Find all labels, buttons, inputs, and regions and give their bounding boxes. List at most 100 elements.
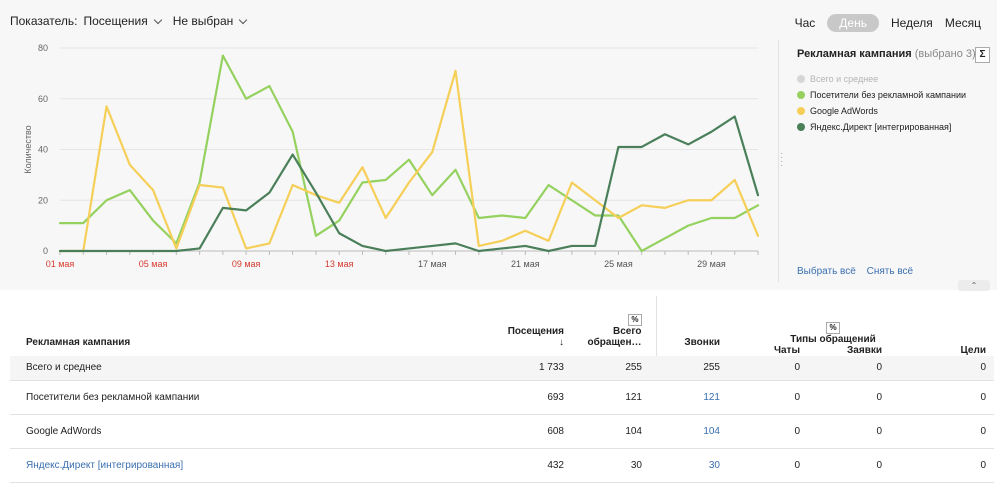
cell-calls-value[interactable]: 104 <box>703 425 720 437</box>
column-goals[interactable]: Цели <box>960 345 987 356</box>
legend-color-dot-icon <box>797 75 805 83</box>
cell-visits-value: 432 <box>547 459 564 471</box>
cell-total: 121 <box>568 380 656 415</box>
cell-forms: 0 <box>876 425 882 437</box>
period-day[interactable]: День <box>827 14 879 32</box>
campaign-table: Рекламная кампания Посещения ↓ % Всего о… <box>10 296 994 483</box>
legend-title-text: Рекламная кампания <box>797 48 912 60</box>
legend-item-label: Посетители без рекламной кампании <box>810 90 967 100</box>
period-month[interactable]: Месяц <box>944 16 981 30</box>
period-hour[interactable]: Час <box>794 16 816 30</box>
cell-forms: 0 <box>876 362 882 374</box>
x-tick-label: 17 мая <box>418 259 447 269</box>
legend-subtitle: (выбрано 3) <box>914 48 976 60</box>
x-tick-label: 29 мая <box>697 259 726 269</box>
x-tick-label: 01 мая <box>46 259 75 269</box>
cell-visits-value: 608 <box>547 425 564 437</box>
percent-toggle[interactable]: % <box>628 314 642 326</box>
cell-visits: 1 733 <box>310 356 568 381</box>
cell-goals: 0 <box>980 425 986 437</box>
types-cell: 0 0 0 <box>722 356 994 381</box>
cell-calls-value[interactable]: 121 <box>703 391 720 403</box>
column-forms[interactable]: Заявки <box>847 345 882 356</box>
cell-total: 104 <box>568 414 656 449</box>
y-tick-label: 20 <box>38 195 48 205</box>
legend-item-label: Яндекс.Директ [интегрированная] <box>810 122 952 132</box>
cell-visits-value: 1 733 <box>538 362 564 374</box>
cell-total-value: 121 <box>625 391 642 403</box>
cell-visits: 432 <box>310 448 568 483</box>
x-tick-label: 21 мая <box>511 259 540 269</box>
legend-title: Рекламная кампания (выбрано 3) <box>797 48 976 60</box>
series-line <box>58 54 760 253</box>
column-total-requests[interactable]: % Всего обращен… <box>568 296 656 356</box>
legend-color-dot-icon <box>797 123 805 131</box>
cell-calls: 121 <box>656 380 722 415</box>
series-line <box>58 115 760 253</box>
chart-panel: Показатель: Посещения Не выбран Час День… <box>10 14 997 291</box>
x-tick-label: 13 мая <box>325 259 354 269</box>
cell-calls: 30 <box>656 448 722 483</box>
cell-name-value[interactable]: Яндекс.Директ [интегрированная] <box>26 459 184 471</box>
line-chart: 0 20 40 60 80 Количество 01 мая 05 мая 09 мая 13 … <box>23 43 760 269</box>
cell-calls-value[interactable]: 30 <box>708 459 720 471</box>
legend-item[interactable]: Яндекс.Директ [интегрированная] <box>797 119 966 135</box>
cell-name: Google AdWords <box>10 414 310 449</box>
column-group-types: % Типы обращений Чаты Заявки Цели <box>722 296 994 356</box>
indicator-label: Показатель: <box>10 14 78 28</box>
table-summary-row: Всего и среднее 1 733 255 255 0 0 0 <box>10 356 994 381</box>
table-row: Посетители без рекламной кампании 693 121 1… <box>10 380 994 415</box>
legend-item[interactable]: Посетители без рекламной кампании <box>797 87 966 103</box>
cell-goals: 0 <box>980 391 986 403</box>
y-axis-label: Количество <box>23 125 33 173</box>
column-calls[interactable]: Звонки <box>655 296 722 356</box>
cell-chats: 0 <box>794 362 800 374</box>
table-row: Яндекс.Директ [интегрированная] 432 30 30 0 0… <box>10 448 994 483</box>
cell-name-value: Всего и среднее <box>26 362 102 374</box>
cell-calls: 255 <box>656 356 722 381</box>
column-chats[interactable]: Чаты <box>773 345 800 356</box>
indicator-toolbar: Показатель: Посещения Не выбран <box>10 14 258 28</box>
cell-name-value: Посетители без рекламной кампании <box>26 391 200 403</box>
legend-panel: Рекламная кампания (выбрано 3) Σ · · · · Вс… <box>778 40 997 282</box>
cell-total-value: 255 <box>625 362 642 374</box>
segment-dropdown[interactable]: Не выбран <box>172 14 248 28</box>
legend-item[interactable]: Всего и среднее <box>797 71 966 87</box>
cell-total-value: 30 <box>630 459 642 471</box>
period-week[interactable]: Неделя <box>890 16 933 30</box>
column-visits[interactable]: Посещения ↓ <box>310 296 568 356</box>
clear-all-link[interactable]: Снять всё <box>866 266 914 277</box>
legend-item[interactable]: Google AdWords <box>797 103 966 119</box>
types-cell: 0 0 0 <box>722 414 994 449</box>
x-tick-label: 25 мая <box>604 259 633 269</box>
cell-chats: 0 <box>794 391 800 403</box>
types-cell: 0 0 0 <box>722 448 994 483</box>
y-tick-label: 80 <box>38 43 48 53</box>
metric-dropdown-label: Посещения <box>83 14 148 28</box>
cell-name: Яндекс.Директ [интегрированная] <box>10 448 310 483</box>
y-tick-label: 60 <box>38 94 48 104</box>
cell-chats: 0 <box>794 459 800 471</box>
sigma-toggle-button[interactable]: Σ <box>975 47 990 63</box>
types-cell: 0 0 0 <box>722 380 994 415</box>
resize-handle-icon[interactable]: · · · · <box>780 148 784 171</box>
cell-calls-value: 255 <box>703 362 720 374</box>
segment-dropdown-label: Не выбран <box>172 14 234 28</box>
cell-calls: 104 <box>656 414 722 449</box>
cell-goals: 0 <box>980 459 986 471</box>
legend-items: Всего и среднее Посетители без рекламной … <box>797 71 966 135</box>
cell-name: Посетители без рекламной кампании <box>10 380 310 415</box>
column-campaign[interactable]: Рекламная кампания <box>26 337 131 348</box>
select-all-link[interactable]: Выбрать всё <box>797 266 856 277</box>
chevron-down-icon <box>153 15 162 24</box>
collapse-chart-button[interactable]: ⌃ <box>958 280 990 291</box>
cell-visits-value: 693 <box>547 391 564 403</box>
column-total-requests-label: Всего обращен… <box>587 326 642 348</box>
sort-desc-icon: ↓ <box>559 337 564 348</box>
x-tick-label: 05 мая <box>139 259 168 269</box>
percent-toggle[interactable]: % <box>826 322 840 334</box>
cell-chats: 0 <box>794 425 800 437</box>
legend-color-dot-icon <box>797 107 805 115</box>
cell-name-value: Google AdWords <box>26 425 102 437</box>
metric-dropdown[interactable]: Посещения <box>83 14 162 28</box>
